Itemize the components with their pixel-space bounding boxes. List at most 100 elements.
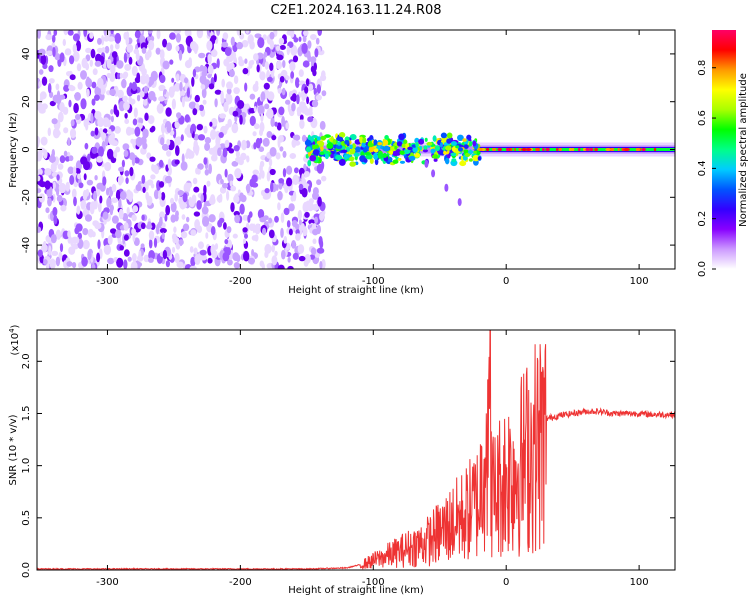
noise-blob xyxy=(224,239,229,245)
noise-blob xyxy=(49,100,56,107)
noise-blob xyxy=(223,101,229,113)
noise-blob xyxy=(196,30,204,39)
noise-blob xyxy=(220,90,224,102)
noise-blob xyxy=(76,205,81,215)
signal-patch xyxy=(324,153,329,160)
noise-blob xyxy=(118,208,124,220)
noise-blob xyxy=(78,182,84,189)
noise-blob xyxy=(148,230,155,241)
noise-blob xyxy=(286,45,290,56)
noise-blob xyxy=(139,35,146,45)
noise-blob xyxy=(227,173,234,183)
noise-blob xyxy=(60,204,67,212)
noise-blob xyxy=(188,101,195,109)
noise-blob xyxy=(285,99,291,105)
signal-patch xyxy=(305,146,312,153)
noise-blob xyxy=(190,41,197,51)
signal-patch xyxy=(335,154,343,160)
signal-patch xyxy=(458,147,463,152)
noise-blob xyxy=(274,250,278,257)
noise-blob xyxy=(287,256,291,263)
noise-blob xyxy=(136,94,141,102)
noise-blob xyxy=(63,84,70,92)
signal-patch xyxy=(364,152,372,156)
noise-blob xyxy=(308,185,311,193)
noise-blob xyxy=(261,262,265,269)
noise-blob xyxy=(226,81,233,90)
noise-blob xyxy=(317,30,322,36)
signal-patch xyxy=(336,136,344,142)
noise-blob xyxy=(121,159,125,168)
noise-blob xyxy=(228,69,235,78)
signal-peak xyxy=(624,148,630,151)
noise-blob xyxy=(174,137,179,148)
noise-blob xyxy=(156,224,160,235)
snr-panel: -300 -200 -100 0 100 0.0 0.5 1.0 1.5 2.0 Height … xyxy=(8,324,676,596)
noise-blob xyxy=(43,149,48,159)
noise-blob xyxy=(144,74,150,84)
noise-blob xyxy=(208,163,213,175)
noise-blob xyxy=(165,107,172,117)
noise-blob xyxy=(51,250,59,256)
noise-blob xyxy=(316,84,321,94)
noise-blob xyxy=(225,93,230,100)
noise-blob xyxy=(301,187,308,198)
signal-patch xyxy=(434,145,440,152)
signal-patch xyxy=(462,138,467,142)
noise-blob xyxy=(290,61,295,71)
noise-blob xyxy=(312,238,317,245)
streak-blob xyxy=(431,169,436,178)
figure-title: C2E1.2024.163.11.24.R08 xyxy=(270,3,441,18)
noise-blob xyxy=(281,249,286,260)
noise-blob xyxy=(150,174,156,180)
snr-x-ticks: -300 -200 -100 0 100 xyxy=(96,330,649,588)
noise-blob xyxy=(90,48,96,59)
signal-patch xyxy=(320,135,327,140)
noise-blob xyxy=(209,196,216,205)
noise-blob xyxy=(101,132,106,141)
noise-blob xyxy=(246,66,250,76)
noise-blob xyxy=(194,219,201,230)
noise-blob xyxy=(321,90,327,97)
noise-blob xyxy=(189,150,195,159)
noise-blob xyxy=(303,171,310,178)
noise-blob xyxy=(82,209,88,217)
noise-blob xyxy=(208,147,216,155)
noise-blob xyxy=(123,52,128,63)
snr-line xyxy=(37,330,675,570)
signal-patch xyxy=(446,132,453,139)
noise-blob xyxy=(191,76,195,87)
noise-blob xyxy=(101,35,105,46)
noise-blob xyxy=(244,82,248,92)
noise-blob xyxy=(200,84,206,90)
noise-blob xyxy=(319,212,325,221)
noise-blob xyxy=(210,244,216,256)
noise-blob xyxy=(208,214,216,223)
noise-blob xyxy=(270,181,274,193)
noise-blob xyxy=(115,109,120,118)
noise-blob xyxy=(85,47,92,54)
noise-blob xyxy=(309,254,315,260)
noise-blob xyxy=(151,125,156,132)
noise-blob xyxy=(198,241,204,249)
noise-blob xyxy=(181,96,185,108)
signal-patch xyxy=(440,132,447,139)
noise-blob xyxy=(253,106,257,113)
noise-blob xyxy=(41,243,48,253)
noise-blob xyxy=(87,153,91,162)
noise-blob xyxy=(140,222,146,230)
noise-blob xyxy=(232,252,240,262)
noise-blob xyxy=(75,236,80,244)
noise-blob xyxy=(119,245,124,251)
noise-blob xyxy=(161,123,166,134)
noise-blob xyxy=(186,87,190,98)
noise-blob xyxy=(47,127,51,137)
noise-blob xyxy=(103,30,107,36)
signal-patch xyxy=(317,140,325,147)
noise-blob xyxy=(316,247,325,254)
noise-blob xyxy=(148,238,153,249)
noise-blob xyxy=(123,234,129,241)
noise-blob xyxy=(116,258,124,268)
x-tick-label: 100 xyxy=(630,276,649,287)
signal-patch xyxy=(424,137,428,142)
